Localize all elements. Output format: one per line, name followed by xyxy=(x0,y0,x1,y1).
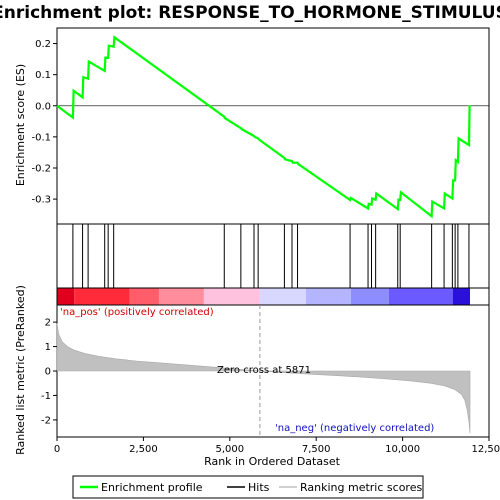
rank-y-axis-label: Ranked list metric (PreRanked) xyxy=(14,285,27,455)
zero-cross-label: Zero cross at 5871 xyxy=(217,365,311,376)
color-bar xyxy=(56,287,490,306)
color-bar-band xyxy=(74,288,130,305)
x-tick-label: 5,000 xyxy=(215,444,244,455)
es-y-tick-label: -0.2 xyxy=(31,164,51,175)
chart-title: Enrichment plot: RESPONSE_TO_HORMONE_STI… xyxy=(0,3,500,23)
es-y-tick-label: 0.0 xyxy=(35,101,51,112)
x-tick-label: 12,500 xyxy=(472,444,500,455)
x-tick-label: 0 xyxy=(54,444,60,455)
legend-box xyxy=(72,475,424,499)
pos-correlated-label: 'na_pos' (positively correlated) xyxy=(60,307,214,318)
color-bar-band xyxy=(350,288,389,305)
enrichment-profile-line xyxy=(56,35,471,219)
x-axis-label: Rank in Ordered Dataset xyxy=(204,455,341,468)
es-y-axis-label: Enrichment score (ES) xyxy=(14,64,27,186)
legend-metric-label: Ranking metric scores xyxy=(300,481,422,494)
rank-y-tick-label: -1 xyxy=(41,391,51,402)
color-bar-band xyxy=(452,288,470,305)
hits-panel xyxy=(56,223,490,289)
es-panel: 0.2 0.1 0.0 -0.1 -0.2 -0.3 xyxy=(31,27,490,225)
es-y-tick-label: -0.3 xyxy=(31,195,51,206)
hits-frame xyxy=(56,223,490,289)
color-bar-band xyxy=(203,288,260,305)
color-bar-band xyxy=(57,288,75,305)
es-plot-frame xyxy=(56,27,490,225)
x-tick-label: 7,500 xyxy=(302,444,331,455)
color-bar-band xyxy=(388,288,453,305)
legend-hits-label: Hits xyxy=(248,481,270,494)
rank-y-tick-label: 0 xyxy=(45,367,51,378)
neg-correlated-label: 'na_neg' (negatively correlated) xyxy=(275,423,434,434)
color-bar-band xyxy=(259,288,306,305)
rank-y-tick-label: 1 xyxy=(45,342,51,353)
color-bar-band xyxy=(158,288,204,305)
x-axis: 0 2,500 5,000 7,500 10,000 12,500 xyxy=(54,437,500,455)
legend-profile-label: Enrichment profile xyxy=(101,481,203,494)
rank-y-tick-label: -2 xyxy=(41,415,51,426)
color-bar-band xyxy=(305,288,351,305)
es-y-tick-label: -0.1 xyxy=(31,132,51,143)
rank-y-tick-label: 2 xyxy=(45,318,51,329)
legend: Enrichment profile Hits Ranking metric s… xyxy=(72,475,424,499)
x-tick-label: 10,000 xyxy=(385,444,420,455)
es-y-tick-label: 0.2 xyxy=(35,39,51,50)
rank-panel: 2 1 0 -1 -2 xyxy=(41,304,490,438)
ranking-metric-area xyxy=(56,323,471,434)
es-y-tick-label: 0.1 xyxy=(35,70,51,81)
color-bar-band xyxy=(129,288,159,305)
x-tick-label: 2,500 xyxy=(129,444,158,455)
